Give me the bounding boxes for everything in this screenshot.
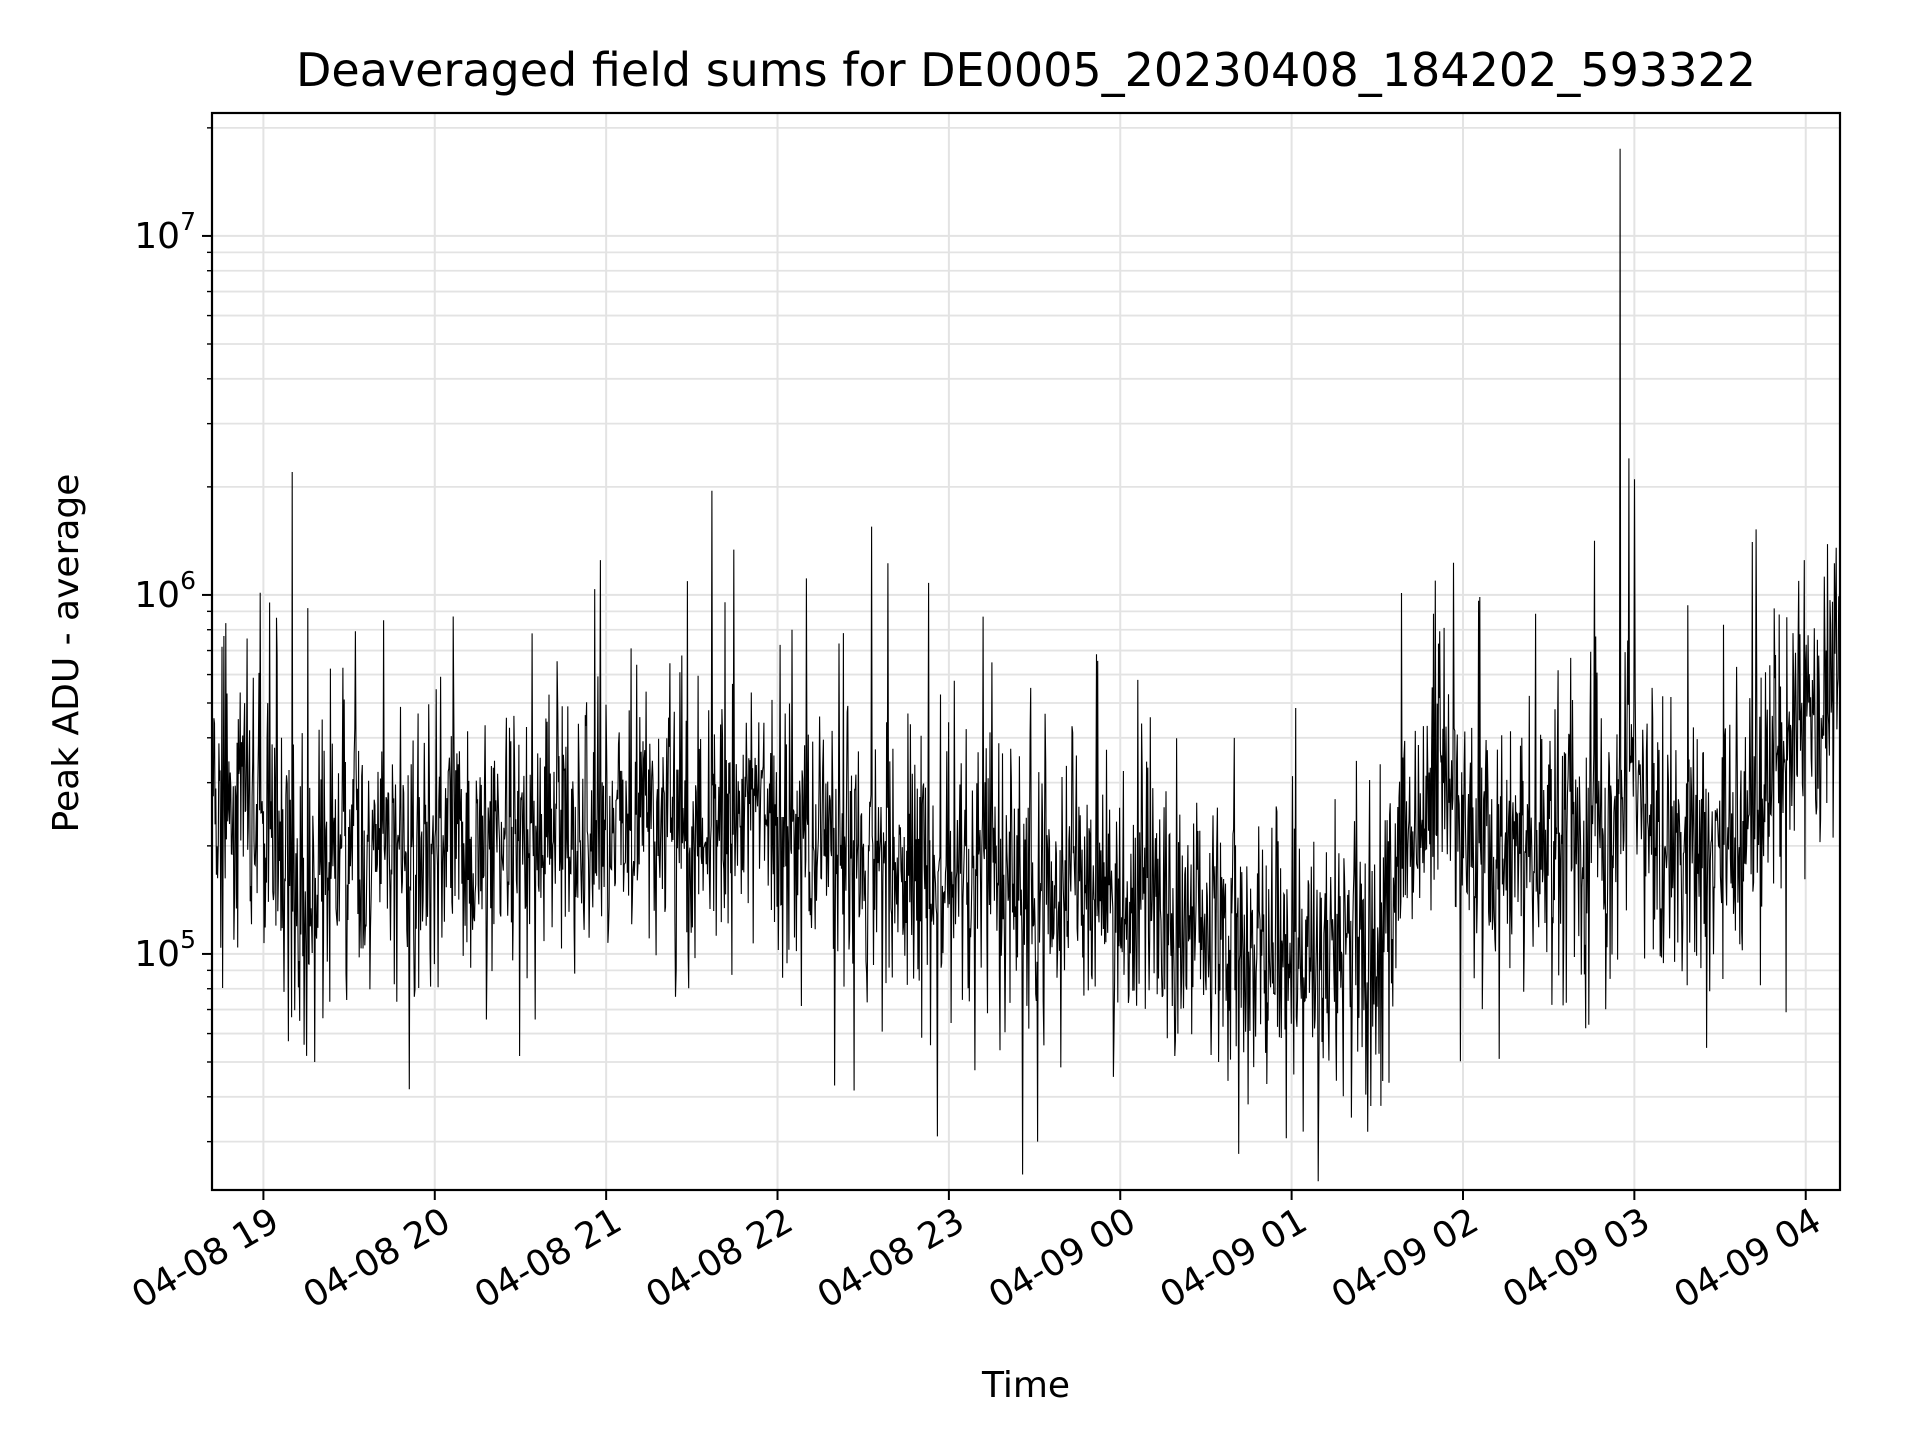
y-tick-label: 107 <box>134 207 196 257</box>
y-axis-label: Peak ADU - average <box>46 474 87 833</box>
y-tick-label: 106 <box>134 566 196 616</box>
plot-frame <box>210 111 1842 1192</box>
chart-title: Deaveraged field sums for DE0005_2023040… <box>296 43 1756 97</box>
y-tick-label: 105 <box>134 925 196 975</box>
y-axis: 105 106 107 <box>134 127 212 1143</box>
series-line <box>211 148 1841 1182</box>
x-axis-label: Time <box>981 1365 1070 1406</box>
